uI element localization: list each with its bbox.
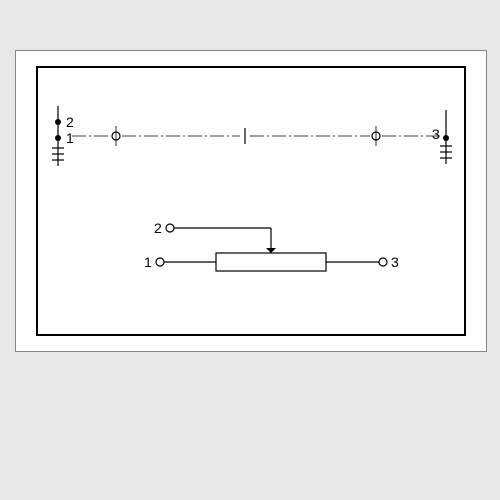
resistor-body [216,253,326,271]
diagram-frame: 123132 [36,66,466,336]
pin1-dot [55,135,61,141]
schematic-svg: 123132 [38,68,464,334]
pin2-label-top: 2 [66,114,74,130]
pin3-terminal [379,258,387,266]
pin3-dot [443,135,449,141]
pin3-label-top: 3 [432,126,440,142]
pin2-dot [55,119,61,125]
pin1-terminal [156,258,164,266]
wiper-arrow [266,248,276,253]
pin2-label: 2 [154,220,162,236]
pin1-label: 1 [144,254,152,270]
pin2-terminal [166,224,174,232]
pin1-label-top: 1 [66,130,74,146]
diagram-panel: 123132 [15,50,487,352]
pin3-label: 3 [391,254,399,270]
